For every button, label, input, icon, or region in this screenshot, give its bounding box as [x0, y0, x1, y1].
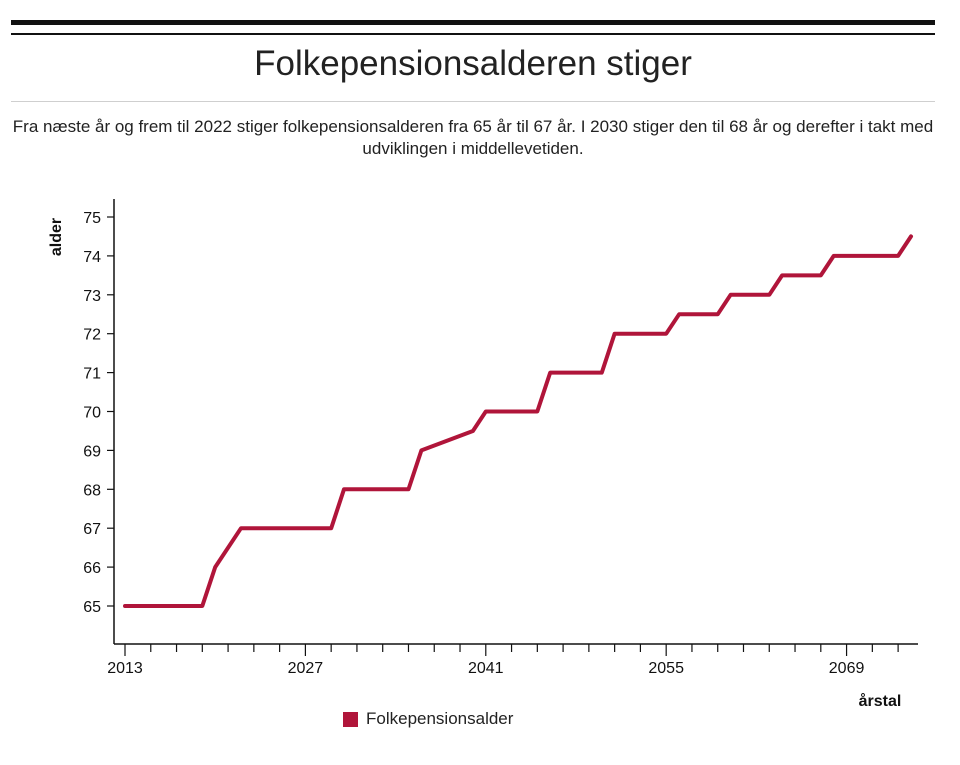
chart-subtitle: Fra næste år og frem til 2022 stiger fol… [12, 117, 934, 158]
x-tick-label: 2055 [648, 660, 684, 677]
x-axis-title: årstal [859, 692, 902, 710]
x-tick-label: 2041 [468, 660, 504, 677]
y-tick-label: 66 [83, 560, 101, 577]
y-tick-label: 67 [83, 521, 101, 538]
chart-title: Folkepensionsalderen stiger [254, 44, 692, 83]
y-tick-label: 75 [83, 210, 101, 227]
chart-axes: 65 66 67 68 69 70 71 72 73 74 75 2013 2027 2041 2055 20… [83, 199, 918, 677]
y-tick-label: 68 [83, 482, 101, 499]
y-tick-label: 65 [83, 599, 101, 616]
series-line-folkepensionsalder [123, 234, 913, 608]
chart-legend[interactable]: Folkepensionsalder [343, 709, 513, 729]
y-axis-title: alder [48, 218, 65, 256]
y-tick-label: 71 [83, 366, 101, 383]
x-tick-label: 2013 [107, 660, 143, 677]
y-tick-label: 74 [83, 249, 101, 266]
legend-label: Folkepensionsalder [366, 709, 514, 728]
top-rule-thick [11, 20, 935, 25]
y-tick-label: 72 [83, 327, 101, 344]
y-tick-label: 70 [83, 405, 101, 422]
title-separator [11, 101, 935, 102]
y-tick-label: 73 [83, 288, 101, 305]
y-tick-label: 69 [83, 443, 101, 460]
x-tick-label: 2069 [829, 660, 865, 677]
x-tick-label: 2027 [288, 660, 324, 677]
chart-plot-area [123, 234, 913, 608]
top-rule-thin [11, 33, 935, 35]
legend-swatch [343, 711, 358, 727]
